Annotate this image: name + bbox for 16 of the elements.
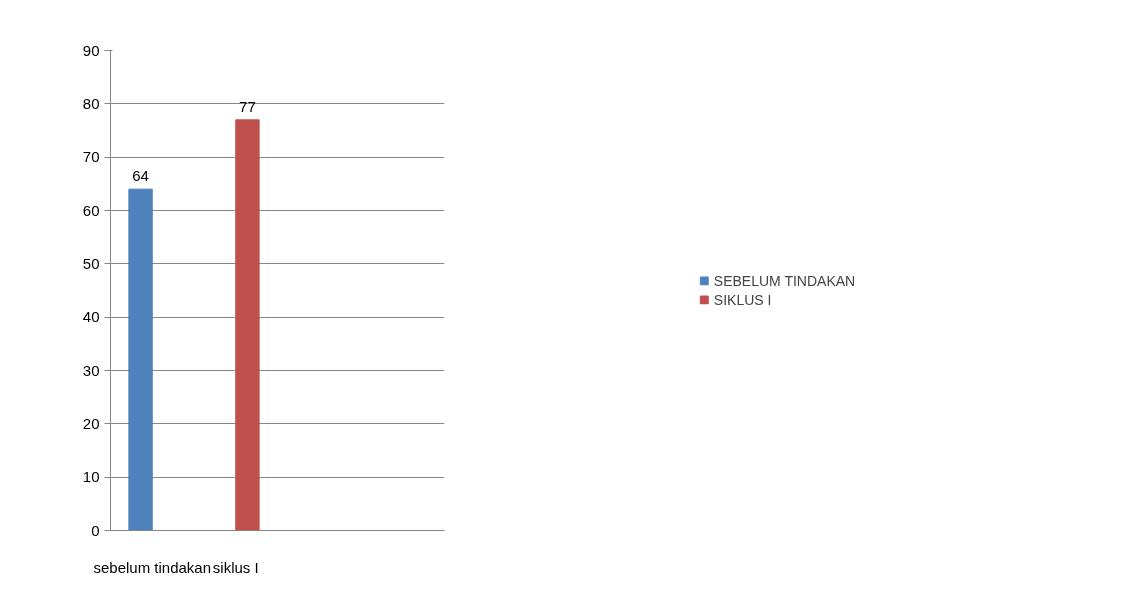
data-label: 77	[239, 97, 256, 115]
y-tick-label: 20	[82, 414, 100, 432]
y-tick-label: 50	[82, 254, 100, 272]
y-tick-label: 60	[82, 201, 100, 219]
legend-label: SEBELUM TINDAKAN	[713, 272, 856, 289]
data-label: 64	[132, 167, 149, 185]
y-tick-label: 0	[91, 521, 100, 539]
legend-label: SIKLUS I	[713, 291, 772, 308]
x-tick-label: sebelum tindakan	[93, 558, 212, 576]
y-tick-label: 70	[82, 148, 100, 166]
y-tick-label: 30	[82, 361, 100, 379]
y-tick-label: 90	[82, 41, 100, 59]
x-tick-label: siklus I	[212, 558, 259, 576]
y-tick-label: 80	[82, 94, 100, 112]
y-tick-label: 10	[82, 468, 100, 486]
y-tick-label: 40	[82, 308, 100, 326]
